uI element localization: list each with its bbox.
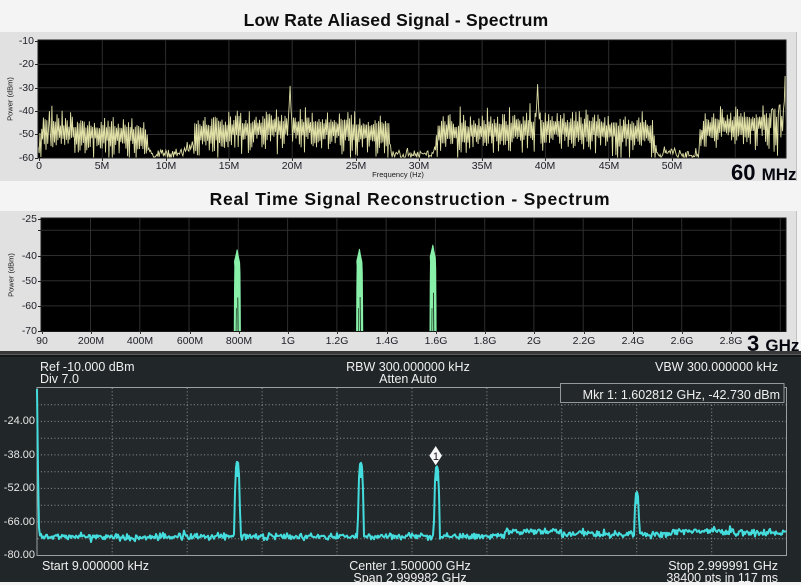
svg-text:1: 1	[433, 451, 439, 463]
